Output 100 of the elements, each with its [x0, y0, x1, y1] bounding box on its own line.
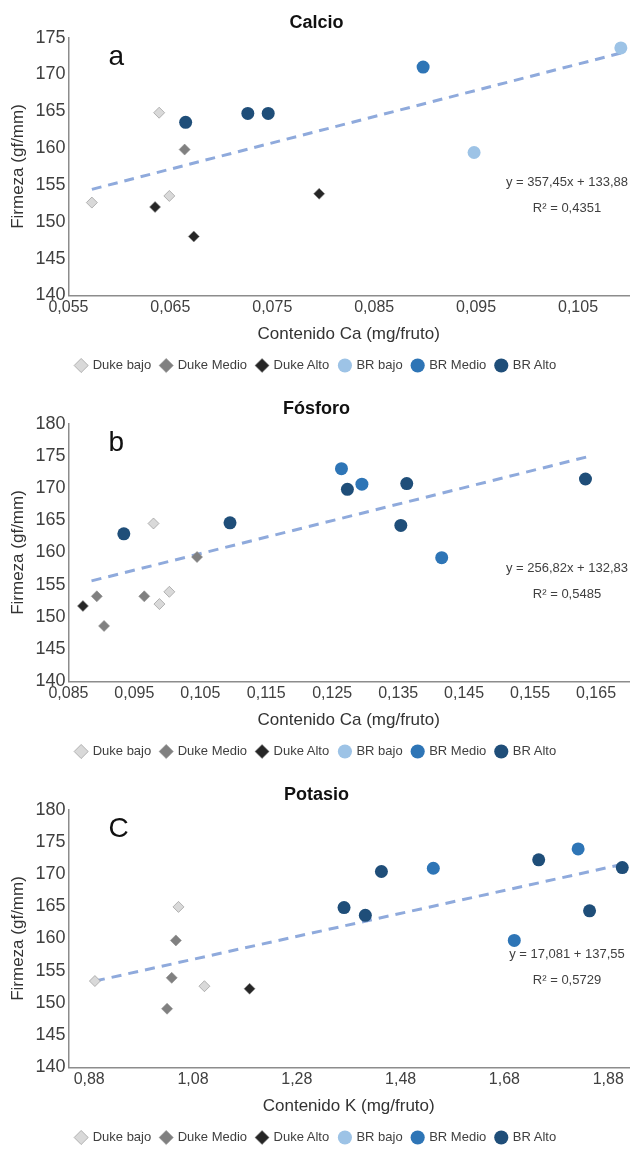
point [507, 933, 521, 947]
annotation: y = 256,82x + 132,83 [505, 559, 629, 575]
x-tick-label: 0,145 [444, 684, 485, 702]
point [426, 861, 440, 875]
point [191, 551, 203, 563]
y-tick-label: 140 [35, 1056, 66, 1077]
point [153, 106, 165, 119]
annotation: b [108, 426, 125, 458]
point [98, 620, 110, 632]
legend-label: BR bajo [356, 357, 403, 373]
chart-title: Calcio [289, 11, 344, 32]
x-tick-label: 1,28 [281, 1070, 313, 1088]
point [374, 864, 388, 878]
y-tick-label: 150 [35, 210, 66, 231]
y-tick-label: 160 [35, 541, 66, 562]
point [172, 901, 185, 913]
x-tick-label: 1,08 [177, 1070, 209, 1088]
y-tick-label: 175 [35, 26, 66, 47]
y-tick-label: 175 [35, 444, 66, 465]
y-tick-label: 170 [35, 863, 66, 884]
annotation: R² = 0,5485 [532, 585, 602, 601]
point [90, 590, 103, 603]
x-tick-label: 1,48 [385, 1070, 417, 1088]
point [170, 934, 182, 947]
x-tick-label: 0,125 [312, 684, 353, 702]
point [467, 146, 481, 160]
x-tick-label: 0,88 [73, 1070, 105, 1088]
x-tick-label: 0,085 [354, 298, 395, 316]
x-axis-title: Contenido Ca (mg/fruto) [257, 710, 440, 730]
x-tick-label: 0,165 [576, 684, 617, 702]
x-tick-label: 0,155 [510, 684, 551, 702]
legend-label: Duke bajo [92, 357, 152, 373]
chart-title: Fósforo [283, 397, 350, 418]
y-tick-label: 160 [35, 137, 66, 158]
y-axis-title: Firmeza (gf/mm) [7, 490, 27, 615]
point [340, 482, 354, 496]
legend-label: BR Medio [429, 1129, 487, 1145]
legend-label: Duke Medio [177, 743, 248, 759]
point [400, 477, 414, 491]
annotation: C [108, 812, 129, 844]
legend-label: Duke Alto [273, 1129, 330, 1145]
point [89, 975, 101, 987]
point [138, 590, 151, 603]
legend-label: Duke Medio [177, 357, 248, 373]
point [147, 517, 160, 530]
point [614, 41, 628, 55]
x-tick-label: 0,065 [150, 298, 191, 316]
annotation: y = 357,45x + 133,88 [505, 173, 629, 189]
point [86, 196, 98, 209]
point [416, 60, 430, 74]
y-tick-label: 155 [35, 959, 66, 980]
point [179, 115, 193, 129]
point [435, 551, 449, 565]
x-tick-label: 0,105 [180, 684, 221, 702]
legend-label: Duke Alto [273, 357, 330, 373]
point [163, 586, 176, 598]
point [77, 600, 89, 612]
legend-label: BR Medio [429, 743, 487, 759]
annotation: R² = 0,4351 [532, 199, 602, 215]
point [358, 908, 372, 922]
x-tick-label: 0,075 [252, 298, 293, 316]
y-axis-title: Firmeza (gf/mm) [7, 104, 27, 229]
legend-label: Duke bajo [92, 1129, 152, 1145]
point [261, 106, 275, 120]
point [334, 462, 348, 476]
annotation: R² = 0,5729 [532, 971, 602, 987]
legend-label: BR bajo [356, 743, 403, 759]
legend-label: BR bajo [356, 1129, 403, 1145]
point [153, 598, 166, 610]
point [165, 972, 178, 984]
y-tick-label: 150 [35, 991, 66, 1012]
y-tick-label: 180 [35, 798, 66, 819]
chart-title: Potasio [283, 783, 350, 804]
y-tick-label: 175 [35, 830, 66, 851]
point [241, 106, 255, 120]
x-tick-label: 1,88 [592, 1070, 624, 1088]
point [394, 518, 408, 532]
y-tick-label: 165 [35, 100, 66, 121]
point [243, 982, 256, 995]
x-tick-label: 0,105 [558, 298, 599, 316]
point [583, 904, 597, 918]
x-tick-label: 0,095 [456, 298, 497, 316]
x-axis-title: Contenido K (mg/fruto) [262, 1096, 435, 1116]
y-tick-label: 145 [35, 247, 66, 268]
point [149, 201, 161, 213]
point [188, 230, 200, 243]
legend-label: Duke bajo [92, 743, 152, 759]
point [355, 477, 369, 491]
y-tick-label: 165 [35, 895, 66, 916]
y-tick-label: 180 [35, 412, 66, 433]
point [161, 1002, 173, 1015]
legend-label: Duke Alto [273, 743, 330, 759]
point [313, 187, 325, 200]
legend-label: BR Alto [512, 1129, 557, 1145]
legend-label: Duke Medio [177, 1129, 248, 1145]
x-tick-label: 0,135 [378, 684, 419, 702]
legend-label: BR Alto [512, 357, 557, 373]
x-tick-label: 0,115 [246, 684, 286, 702]
y-tick-label: 160 [35, 927, 66, 948]
x-tick-label: 1,68 [488, 1070, 521, 1088]
